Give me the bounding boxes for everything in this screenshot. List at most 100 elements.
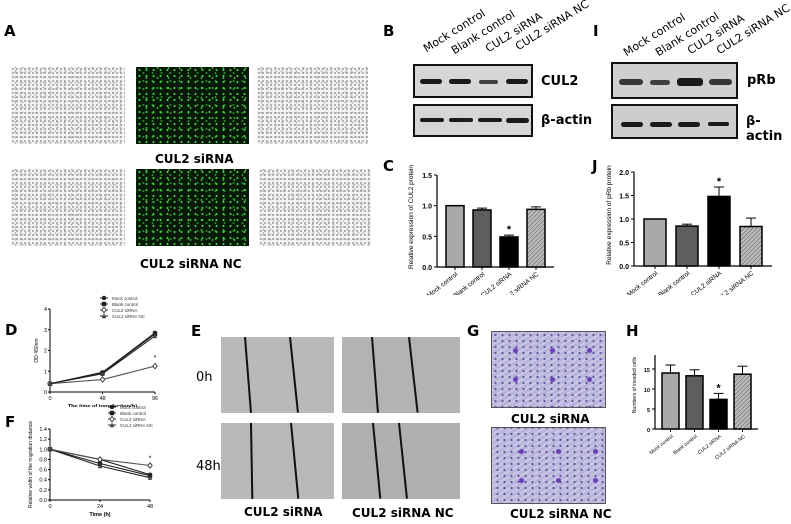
svg-text:*: * [149, 456, 152, 463]
svg-text:Numbers of invaded cells: Numbers of invaded cells [632, 356, 638, 413]
panel-label-g: G [467, 322, 480, 340]
micrograph-merge-2 [259, 169, 371, 246]
svg-text:0: 0 [48, 396, 51, 402]
svg-text:0.5: 0.5 [619, 241, 629, 248]
scratch-image-sirna-48h [221, 423, 334, 499]
blot-label-actin-i: β-actin [746, 114, 783, 144]
svg-text:48: 48 [99, 396, 105, 402]
panel-label-j: J [592, 157, 598, 175]
row-label-48h: 48h [196, 459, 221, 474]
blot-label-actin-b: β-actin [541, 113, 593, 128]
svg-text:CUL2 siRNA: CUL2 siRNA [112, 308, 138, 313]
scratch-image-nc-48h [342, 423, 460, 499]
blot-label-cul2: CUL2 [541, 74, 579, 89]
svg-text:Mock control: Mock control [626, 270, 660, 295]
panel-label-c: C [383, 157, 395, 175]
micrograph-bright-2 [11, 169, 125, 246]
panel-label-h: H [626, 322, 639, 340]
row-label-0h: 0h [196, 370, 213, 385]
svg-text:1.0: 1.0 [619, 217, 629, 224]
svg-text:*: * [717, 176, 722, 188]
micrograph-merge-1 [257, 67, 368, 144]
svg-text:3: 3 [44, 328, 47, 334]
svg-text:Blank control: Blank control [112, 302, 138, 307]
panel-label-b: B [383, 22, 395, 40]
svg-text:0: 0 [48, 504, 51, 510]
caption-e-1: CUL2 siRNA [244, 505, 323, 519]
svg-text:Mock control: Mock control [120, 405, 146, 410]
transwell-image-sirna [491, 331, 606, 408]
scratch-image-sirna-0h [221, 337, 334, 413]
western-blot-prb [611, 62, 738, 99]
svg-text:Time (h): Time (h) [89, 512, 110, 518]
chart-c: 0.0 0.5 1.0 1.5 Relative expression of CUL2 … [408, 165, 554, 295]
chart-f: 0.0 0.2 0.4 0.6 0.8 1.0 1.2 1.4 0 24 48 Time (h) Rel… [28, 405, 154, 518]
caption-g-2: CUL2 siRNA NC [510, 507, 612, 521]
western-blot-actin-b [413, 104, 533, 137]
chart-j: 0.0 0.5 1.0 1.5 2.0 Relative expression of pR… [606, 165, 772, 295]
transwell-image-nc [491, 427, 606, 504]
micrograph-fluorescence-1 [136, 67, 249, 144]
scratch-image-nc-0h [342, 337, 460, 413]
svg-text:0.5: 0.5 [422, 234, 432, 241]
svg-text:15: 15 [644, 368, 650, 374]
svg-text:CUL2 siRNA: CUL2 siRNA [690, 270, 724, 295]
panel-label-a: A [4, 22, 16, 40]
micrograph-bright-1 [11, 67, 125, 144]
blot-label-prb: pRb [747, 73, 776, 88]
svg-text:0.6: 0.6 [39, 468, 47, 474]
svg-text:0.0: 0.0 [422, 265, 432, 272]
svg-text:2: 2 [44, 349, 47, 355]
caption-g-1: CUL2 siRNA [511, 412, 590, 426]
svg-text:0.4: 0.4 [39, 478, 47, 484]
caption-a-1: CUL2 siRNA [155, 152, 234, 166]
svg-text:*: * [716, 382, 721, 394]
western-blot-actin-i [611, 104, 738, 139]
svg-text:CUL2 siRNA NC: CUL2 siRNA NC [120, 423, 154, 428]
svg-text:CUL2 siRNA: CUL2 siRNA [120, 417, 146, 422]
svg-text:*: * [507, 224, 512, 236]
svg-text:OD 450nm: OD 450nm [34, 338, 40, 362]
svg-text:0.8: 0.8 [39, 457, 47, 463]
chart-d: 0 1 2 3 4 0 48 96 The time of transfection(h) OD … [34, 295, 158, 407]
micrograph-fluorescence-2 [136, 169, 249, 246]
western-blot-cul2 [413, 64, 533, 98]
svg-text:5: 5 [647, 408, 650, 414]
svg-text:The time of transfection(h): The time of transfection(h) [68, 404, 138, 407]
svg-text:1.4: 1.4 [39, 427, 47, 433]
svg-text:0: 0 [44, 390, 47, 396]
svg-text:0.0: 0.0 [39, 498, 47, 504]
panel-label-f: F [5, 413, 16, 431]
svg-text:*: * [154, 355, 157, 362]
svg-text:0.2: 0.2 [39, 488, 47, 494]
svg-text:Mock control: Mock control [112, 296, 138, 301]
svg-text:1.5: 1.5 [619, 194, 629, 201]
caption-e-2: CUL2 siRNA NC [352, 506, 454, 520]
caption-a-2: CUL2 siRNA NC [140, 257, 242, 271]
svg-text:1.5: 1.5 [422, 173, 432, 180]
svg-text:Relative width of the migratio: Relative width of the migration distance [28, 421, 34, 508]
svg-text:Blank control: Blank control [672, 434, 698, 457]
svg-text:Mock control: Mock control [649, 434, 675, 456]
svg-text:CUL2 siRNA NC: CUL2 siRNA NC [112, 314, 146, 319]
svg-text:1.2: 1.2 [39, 437, 47, 443]
svg-text:24: 24 [97, 504, 103, 510]
svg-text:Relative expression of pRb pro: Relative expression of pRb protein [606, 165, 613, 265]
svg-text:0: 0 [647, 428, 650, 434]
svg-text:2.0: 2.0 [619, 170, 629, 177]
svg-text:1.0: 1.0 [39, 447, 47, 453]
svg-text:1.0: 1.0 [422, 204, 432, 211]
svg-text:0.0: 0.0 [619, 264, 629, 271]
panel-label-i: I [593, 22, 599, 40]
svg-text:Blank control: Blank control [120, 411, 146, 416]
svg-text:1: 1 [44, 369, 47, 375]
panel-label-e: E [191, 322, 202, 340]
svg-text:Relative expression of CUL2 pr: Relative expression of CUL2 protein [408, 165, 415, 269]
svg-text:48: 48 [147, 504, 153, 510]
svg-text:96: 96 [152, 396, 158, 402]
svg-text:4: 4 [44, 307, 47, 313]
panel-label-d: D [5, 321, 18, 339]
svg-text:Blank control: Blank control [657, 270, 691, 295]
svg-text:10: 10 [644, 388, 650, 394]
